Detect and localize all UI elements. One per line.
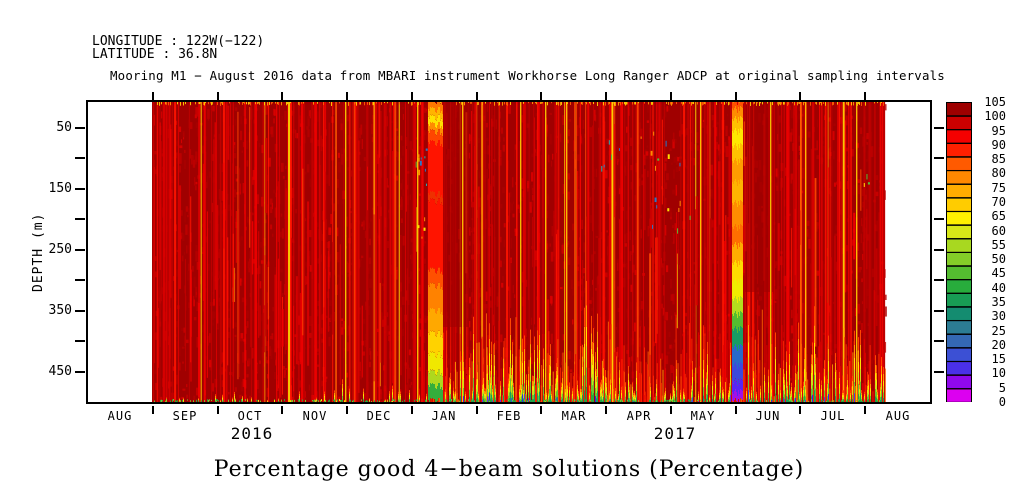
y-axis-tick [75, 279, 85, 281]
x-axis-tick [864, 406, 866, 414]
y-axis-tick [75, 188, 85, 190]
colorbar-tick-label: 100 [984, 109, 1006, 123]
month-label: AUG [107, 409, 133, 423]
x-axis-tick [605, 406, 607, 414]
y-axis-tick [75, 218, 85, 220]
y-axis-tick [934, 157, 944, 159]
latitude-label: LATITUDE : 36.8N [92, 47, 218, 62]
colorbar-tick-label: 20 [991, 338, 1006, 352]
longitude-label: LONGITUDE : 122W(−122) [92, 34, 265, 49]
colorbar-tick-label: 65 [991, 209, 1006, 223]
x-axis-tick [152, 92, 154, 100]
colorbar-tick-label: 80 [991, 166, 1006, 180]
year-label: 2017 [653, 424, 697, 443]
heatmap-canvas [88, 102, 930, 402]
y-axis-tick [75, 371, 85, 373]
x-axis-tick [346, 406, 348, 414]
year-label: 2016 [230, 424, 274, 443]
y-axis-tick [934, 279, 944, 281]
x-axis-tick [735, 92, 737, 100]
x-axis-tick [735, 406, 737, 414]
y-axis-tick [75, 310, 85, 312]
colorbar-tick-label: 75 [991, 181, 1006, 195]
x-axis-tick [217, 406, 219, 414]
x-axis-tick [799, 406, 801, 414]
month-label: APR [626, 409, 652, 423]
colorbar-tick-label: 50 [991, 252, 1006, 266]
month-label: MAR [561, 409, 587, 423]
month-label: OCT [237, 409, 263, 423]
y-tick-label: 450 [48, 364, 72, 379]
colorbar-tick-label: 10 [991, 366, 1006, 380]
colorbar-tick-label: 105 [984, 95, 1006, 109]
colorbar-tick-label: 40 [991, 281, 1006, 295]
y-axis-tick [75, 340, 85, 342]
x-axis-tick [281, 92, 283, 100]
colorbar-tick-label: 70 [991, 195, 1006, 209]
colorbar-tick-label: 55 [991, 238, 1006, 252]
y-tick-label: 150 [48, 181, 72, 196]
footer-title: Percentage good 4−beam solutions (Percen… [213, 457, 805, 482]
y-tick-label: 50 [56, 120, 72, 135]
colorbar-tick-label: 95 [991, 124, 1006, 138]
month-label: JUN [755, 409, 781, 423]
x-axis-tick [281, 406, 283, 414]
month-label: DEC [366, 409, 392, 423]
y-axis-tick [934, 249, 944, 251]
month-label: NOV [302, 409, 328, 423]
x-axis-tick [864, 92, 866, 100]
colorbar-canvas [946, 102, 972, 402]
y-axis-tick [934, 371, 944, 373]
y-axis-tick [934, 188, 944, 190]
x-axis-tick [540, 92, 542, 100]
y-axis-tick [75, 127, 85, 129]
y-axis-tick [934, 340, 944, 342]
y-axis-tick [934, 218, 944, 220]
x-axis-tick [540, 406, 542, 414]
colorbar-tick-label: 25 [991, 324, 1006, 338]
x-axis-tick [476, 406, 478, 414]
x-axis-tick [605, 92, 607, 100]
colorbar-tick-label: 5 [998, 381, 1006, 395]
y-axis-tick [75, 157, 85, 159]
colorbar-tick-label: 90 [991, 138, 1006, 152]
x-axis-tick [476, 92, 478, 100]
x-axis-tick [799, 92, 801, 100]
x-axis-tick [152, 406, 154, 414]
plot-title: Mooring M1 − August 2016 data from MBARI… [110, 68, 945, 83]
y-tick-label: 350 [48, 303, 72, 318]
colorbar-tick-label: 60 [991, 224, 1006, 238]
month-label: MAY [690, 409, 716, 423]
x-axis-tick [411, 92, 413, 100]
y-axis-tick [934, 127, 944, 129]
month-label: JAN [431, 409, 457, 423]
colorbar-tick-label: 0 [998, 395, 1006, 409]
x-axis-tick [670, 92, 672, 100]
month-label: JUL [820, 409, 846, 423]
month-label: AUG [885, 409, 911, 423]
y-axis-tick [934, 310, 944, 312]
x-axis-tick [217, 92, 219, 100]
colorbar-tick-label: 15 [991, 352, 1006, 366]
colorbar-tick-label: 45 [991, 266, 1006, 280]
x-axis-tick [670, 406, 672, 414]
colorbar-tick-label: 35 [991, 295, 1006, 309]
y-tick-label: 250 [48, 242, 72, 257]
colorbar-tick-label: 30 [991, 309, 1006, 323]
colorbar-tick-label: 85 [991, 152, 1006, 166]
x-axis-tick [346, 92, 348, 100]
y-axis-tick [75, 249, 85, 251]
month-label: SEP [172, 409, 198, 423]
month-label: FEB [496, 409, 522, 423]
x-axis-tick [411, 406, 413, 414]
